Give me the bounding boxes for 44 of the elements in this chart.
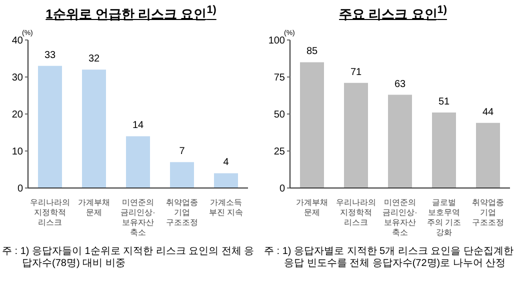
data-label: 44 xyxy=(482,106,494,118)
y-tick-label: 50 xyxy=(274,110,286,121)
y-tick-label: 30 xyxy=(12,72,24,84)
y-tick-label: 10 xyxy=(12,146,24,158)
x-tick-label: 취약업종 기업 구조조정 xyxy=(472,198,504,227)
x-tick-label: 가계소득 부진 지속 xyxy=(208,198,244,217)
x-tick-label: 우리나라의 지정학적 리스크 xyxy=(30,198,70,227)
bar xyxy=(82,70,106,188)
bar xyxy=(300,62,324,188)
text: 주 : 1) 응답자별로 지적한 5개 리스크 요인을 단순집계한 응답 빈도수를 전체 응답자수(72명)로 나누어 산정 xyxy=(264,246,514,270)
data-label: 7 xyxy=(179,146,186,158)
bar xyxy=(344,82,368,188)
data-label: 51 xyxy=(438,96,450,108)
y-tick-label: 25 xyxy=(274,146,286,158)
data-label: 63 xyxy=(394,78,406,90)
x-tick-label: 미연준의 금리인상· 보유자산 축소 xyxy=(120,198,156,237)
y-tick-label: 20 xyxy=(12,110,24,121)
data-label: 14 xyxy=(132,120,144,132)
bar xyxy=(476,122,500,188)
x-tick-label: 가계부채 문제 xyxy=(78,198,110,217)
bar xyxy=(388,94,412,188)
data-label: 71 xyxy=(350,66,362,78)
bar xyxy=(38,66,62,188)
chart-title: 주요 리스크 요인$^{1)}$ xyxy=(338,4,448,24)
y-tick-label: 75 xyxy=(274,72,286,84)
x-tick-label: 가계부채 문제 xyxy=(296,198,328,217)
data-label: 32 xyxy=(88,54,100,65)
x-tick-label: 미연준의 금리인상· 보유자산 축소 xyxy=(382,198,418,237)
chart-title: 1순위로 언급한 리스크 요인$^{1)}$ xyxy=(44,4,218,24)
bar xyxy=(126,136,150,188)
bar xyxy=(170,162,194,188)
data-label: 4 xyxy=(223,157,230,168)
y-tick-label: 0 xyxy=(279,184,286,195)
y-tick-label: 40 xyxy=(12,36,24,47)
x-tick-label: 글로벌 보호무역 주의 기조 강화 xyxy=(426,198,462,237)
y-tick-label: 0 xyxy=(17,184,24,195)
x-tick-label: 취약업종 기업 구조조정 xyxy=(166,198,198,227)
data-label: 33 xyxy=(44,50,56,61)
x-tick-label: 우리나라의 지정학적 리스크 xyxy=(336,198,376,227)
data-label: 85 xyxy=(306,46,318,58)
bar xyxy=(432,112,456,188)
y-tick-label: 100 xyxy=(268,36,286,47)
bar xyxy=(214,173,238,188)
text: 주 : 1) 응답자들이 1순위로 지적한 리스크 요인의 전체 응답자수(78명) 대비 비중 xyxy=(2,246,256,270)
